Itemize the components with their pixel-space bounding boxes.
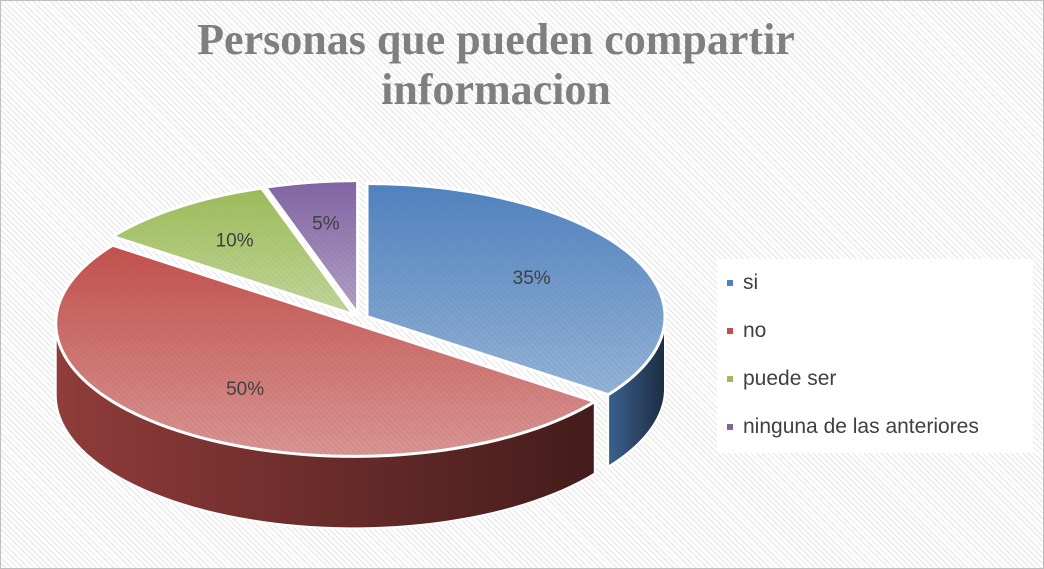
chart-title: Personas que pueden compartir informacio… [197, 15, 795, 114]
legend-item: puede ser [727, 367, 836, 391]
legend-label: ninguna de las anteriores [743, 415, 979, 438]
legend-label: puede ser [743, 367, 837, 390]
legend-swatch [727, 328, 733, 335]
legend-swatch [727, 376, 733, 383]
legend-item: si [727, 271, 758, 295]
legend-swatch [727, 424, 733, 431]
legend-swatch [727, 280, 733, 287]
legend-item: no [727, 319, 766, 343]
slice [54, 243, 599, 458]
data-label: 10% [216, 230, 254, 251]
data-label: 5% [312, 213, 340, 234]
slice [365, 182, 667, 397]
legend-item: ninguna de las anteriores [727, 415, 979, 439]
data-label: 50% [226, 379, 264, 400]
legend-label: no [743, 319, 767, 342]
data-label: 35% [513, 268, 551, 289]
legend-label: si [743, 271, 759, 294]
legend: si no puede ser ninguna de las anteriores [717, 259, 1033, 453]
slice [262, 179, 360, 319]
slice [109, 186, 358, 318]
